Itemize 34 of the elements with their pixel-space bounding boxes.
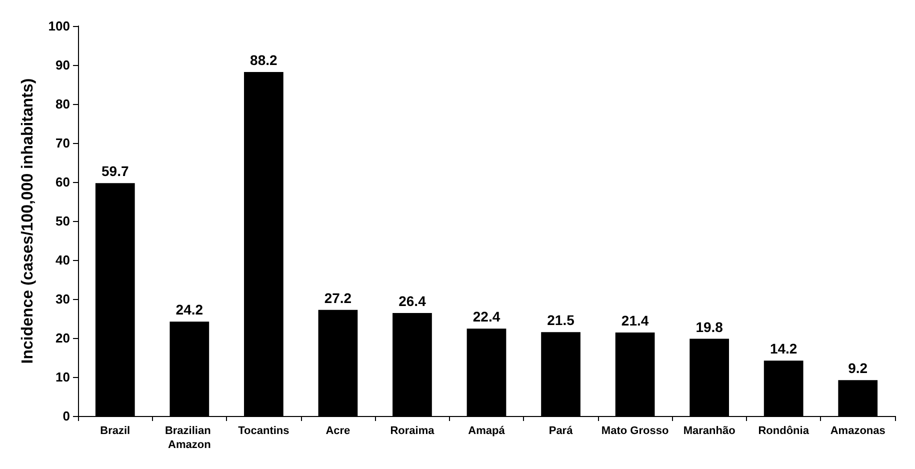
data-label: 59.7: [102, 163, 129, 180]
y-tick-label: 100: [48, 18, 70, 34]
data-label: 22.4: [472, 308, 500, 325]
x-tick-label: Pará: [548, 425, 574, 437]
y-tick-label: 50: [56, 214, 70, 228]
x-tick-label: Brazil: [100, 425, 130, 437]
data-label: 21.4: [621, 312, 649, 329]
x-tick-label: Amapá: [468, 425, 506, 437]
x-tick-label: Roraima: [390, 425, 436, 437]
data-label: 27.2: [324, 290, 352, 306]
y-tick-label: 60: [56, 174, 70, 190]
data-label: 26.4: [398, 293, 426, 310]
data-label: 9.2: [848, 360, 868, 376]
x-tick-label: Brazilian Amazon: [164, 425, 214, 451]
y-tick-label: 80: [56, 96, 70, 112]
x-tick-label: Rondônia: [758, 425, 810, 437]
x-tick-label: Tocantins: [238, 425, 290, 437]
y-tick-label: 20: [56, 330, 70, 346]
data-label: 14.2: [770, 340, 798, 357]
data-label: 19.8: [696, 318, 724, 335]
y-tick-label: 40: [56, 252, 70, 268]
data-label: 24.2: [176, 302, 204, 318]
y-tick-label: 10: [56, 370, 70, 384]
y-tick-label: 70: [56, 136, 70, 150]
y-tick-label: 0: [62, 408, 70, 424]
data-label: 21.5: [547, 312, 575, 328]
x-tick-label: Amazonas: [830, 425, 886, 437]
x-tick-label: Maranhão: [683, 425, 736, 437]
x-tick-label: Mato Grosso: [601, 425, 669, 437]
y-tick-label: 90: [56, 58, 70, 72]
x-tick-label: Acre: [326, 425, 350, 437]
y-tick-label: 30: [56, 292, 70, 306]
y-axis-title: Incidence (cases/100,000 inhabitants): [20, 78, 36, 364]
data-label: 88.2: [250, 52, 278, 68]
